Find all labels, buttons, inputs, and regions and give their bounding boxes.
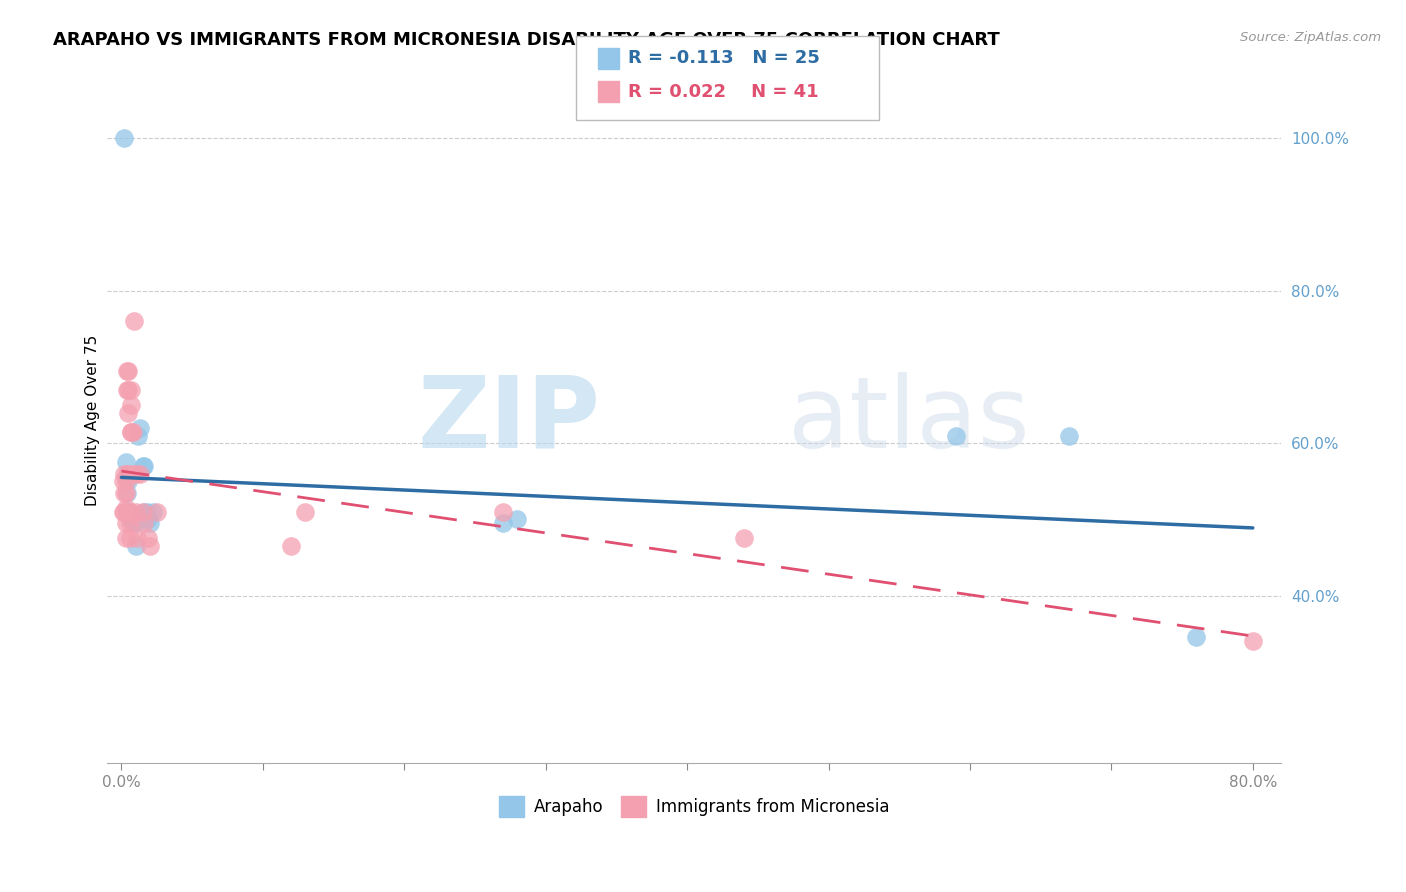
- Point: [136, 532, 159, 546]
- Point: [115, 505, 138, 519]
- Point: [115, 485, 138, 500]
- Point: [111, 505, 134, 519]
- Point: [118, 505, 141, 519]
- Text: R = -0.113   N = 25: R = -0.113 N = 25: [628, 49, 820, 68]
- Point: [127, 428, 149, 442]
- Point: [117, 364, 139, 378]
- Point: [121, 516, 143, 530]
- Point: [121, 467, 143, 481]
- Point: [124, 539, 146, 553]
- Point: [280, 539, 302, 553]
- Point: [114, 455, 136, 469]
- Point: [112, 485, 135, 500]
- Point: [117, 383, 139, 397]
- Point: [294, 505, 316, 519]
- Point: [1185, 631, 1208, 645]
- Point: [125, 532, 148, 546]
- Legend: Arapaho, Immigrants from Micronesia: Arapaho, Immigrants from Micronesia: [492, 789, 896, 823]
- Point: [118, 516, 141, 530]
- Text: R = 0.022    N = 41: R = 0.022 N = 41: [628, 83, 820, 101]
- Point: [141, 505, 163, 519]
- Point: [120, 425, 142, 439]
- Point: [131, 458, 153, 473]
- Point: [114, 500, 136, 515]
- Point: [112, 505, 135, 519]
- Point: [506, 512, 529, 526]
- Point: [117, 406, 139, 420]
- Point: [114, 485, 136, 500]
- Point: [115, 364, 138, 378]
- Point: [132, 516, 155, 530]
- Point: [136, 512, 159, 526]
- Point: [117, 467, 139, 481]
- Text: ZIP: ZIP: [418, 372, 600, 469]
- Point: [128, 421, 150, 435]
- Point: [492, 505, 515, 519]
- Point: [124, 467, 146, 481]
- Y-axis label: Disability Age Over 75: Disability Age Over 75: [86, 334, 100, 506]
- Point: [132, 505, 155, 519]
- Point: [111, 475, 134, 489]
- Point: [124, 516, 146, 530]
- Point: [138, 516, 160, 530]
- Point: [1057, 428, 1080, 442]
- Point: [120, 398, 142, 412]
- Point: [114, 532, 136, 546]
- Point: [120, 425, 142, 439]
- Text: ARAPAHO VS IMMIGRANTS FROM MICRONESIA DISABILITY AGE OVER 75 CORRELATION CHART: ARAPAHO VS IMMIGRANTS FROM MICRONESIA DI…: [53, 31, 1000, 49]
- Point: [131, 505, 153, 519]
- Point: [114, 516, 136, 530]
- Point: [115, 467, 138, 481]
- Point: [145, 505, 167, 519]
- Point: [945, 428, 967, 442]
- Point: [733, 532, 755, 546]
- Point: [124, 505, 146, 519]
- Point: [115, 383, 138, 397]
- Point: [114, 470, 136, 484]
- Point: [135, 505, 157, 519]
- Point: [117, 475, 139, 489]
- Point: [138, 539, 160, 553]
- Point: [121, 425, 143, 439]
- Point: [118, 505, 141, 519]
- Point: [122, 314, 145, 328]
- Point: [112, 131, 135, 145]
- Point: [120, 383, 142, 397]
- Point: [128, 467, 150, 481]
- Point: [492, 516, 515, 530]
- Point: [120, 512, 142, 526]
- Text: Source: ZipAtlas.com: Source: ZipAtlas.com: [1240, 31, 1381, 45]
- Point: [112, 467, 135, 481]
- Point: [118, 532, 141, 546]
- Point: [114, 475, 136, 489]
- Text: atlas: atlas: [789, 372, 1029, 469]
- Point: [132, 458, 155, 473]
- Point: [1241, 634, 1264, 648]
